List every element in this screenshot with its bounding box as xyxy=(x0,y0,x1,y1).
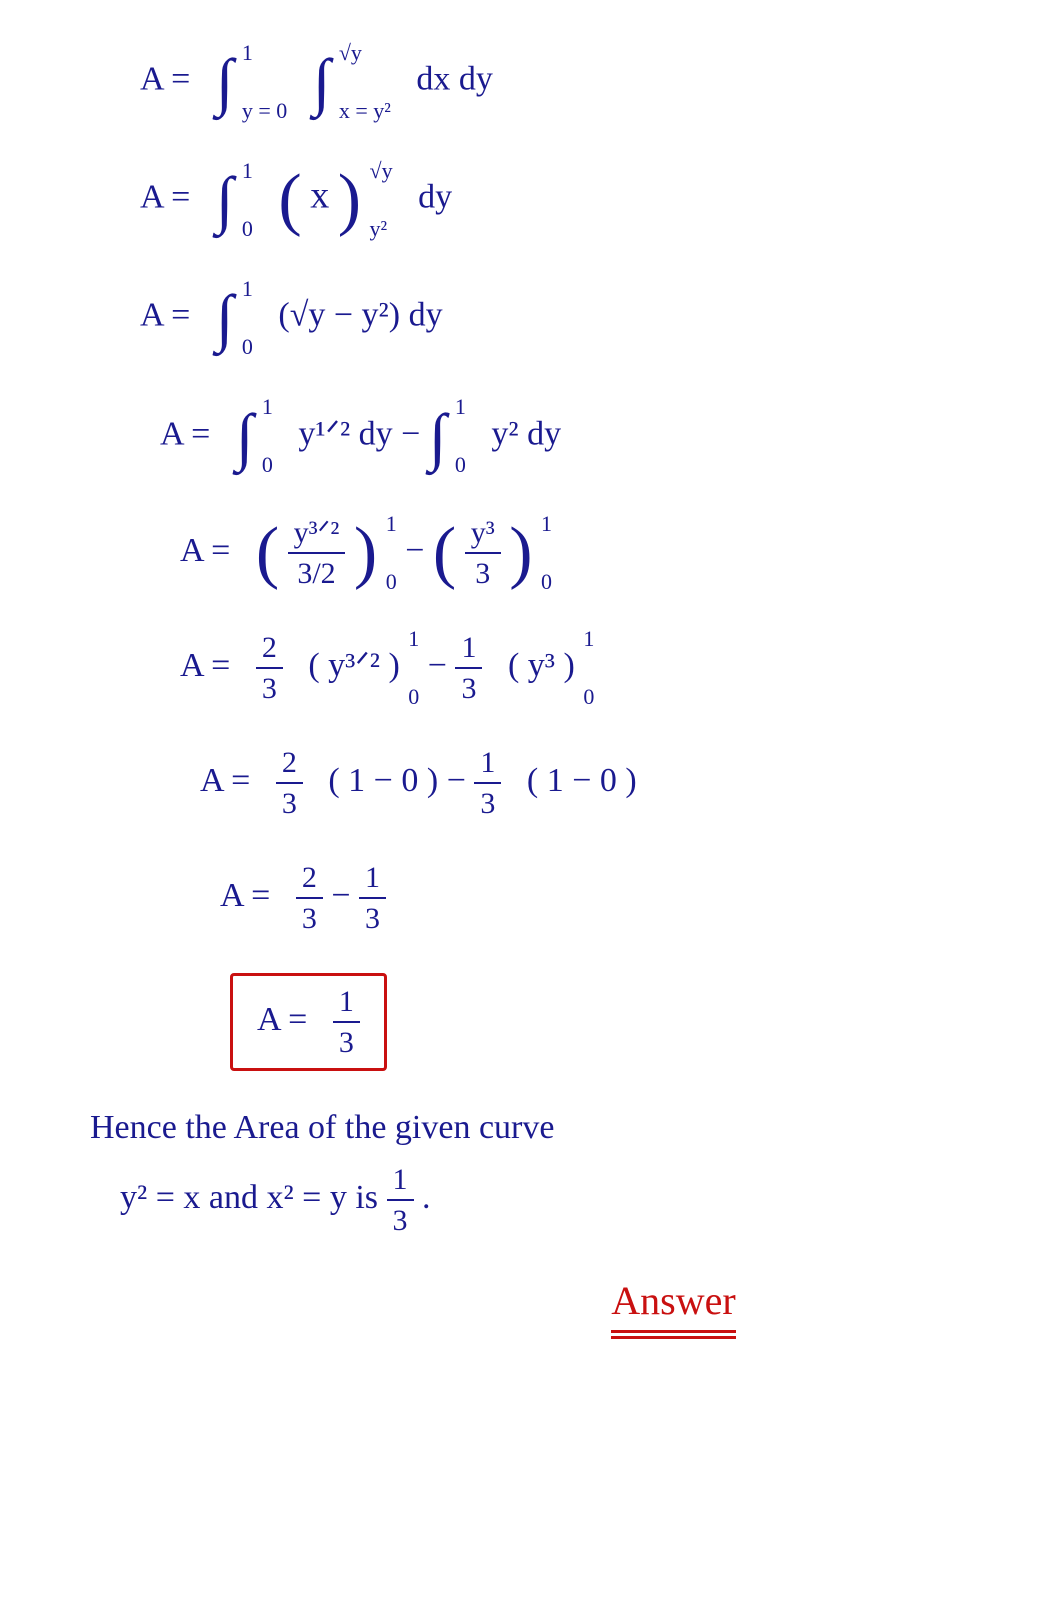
minus: − xyxy=(428,647,456,684)
derivation-line-8: A = 2 3 − 1 3 xyxy=(220,858,987,938)
right-paren: ) xyxy=(338,175,361,224)
left-paren-1: ( xyxy=(256,528,279,577)
answer-label-line: Answer xyxy=(360,1275,987,1327)
eval-1: 1 0 xyxy=(386,513,397,593)
derivation-line-3: A = ∫ 1 0 (√y − y²) dy xyxy=(140,276,987,359)
lhs: A = xyxy=(140,297,190,334)
right-paren-1: ) xyxy=(354,528,377,577)
body-a: ( y³ᐟ² ) xyxy=(308,647,399,684)
integrand-b: y² dy xyxy=(491,415,561,452)
fraction-b: 1 3 xyxy=(359,858,386,938)
lhs: A = xyxy=(140,60,190,97)
left-paren-2: ( xyxy=(433,528,456,577)
lhs: A = xyxy=(220,877,270,914)
body-a: ( 1 − 0 ) xyxy=(328,762,438,799)
lhs: A = xyxy=(257,1001,307,1038)
derivation-line-2: A = ∫ 1 0 ( x ) √y y² dy xyxy=(140,158,987,241)
eval-a: 1 0 xyxy=(408,628,419,708)
derivation-line-9: A = 1 3 xyxy=(230,973,987,1071)
body-b: ( y³ ) xyxy=(508,647,575,684)
derivation-line-7: A = 2 3 ( 1 − 0 ) − 1 3 ( 1 − 0 ) xyxy=(200,743,987,823)
conclusion-text-1: Hence the Area of the given curve xyxy=(90,1109,554,1146)
integral-sign: ∫ xyxy=(216,276,234,359)
lhs: A = xyxy=(180,647,230,684)
lhs: A = xyxy=(140,179,190,216)
integral-limits: 1 0 xyxy=(242,160,253,240)
integral-sign-a: ∫ xyxy=(236,395,254,478)
answer-label: Answer xyxy=(611,1275,735,1327)
eval-2: 1 0 xyxy=(541,513,552,593)
minus: − xyxy=(447,762,475,799)
fraction-b: 1 3 xyxy=(474,743,501,823)
lhs: A = xyxy=(160,415,210,452)
derivation-line-4: A = ∫ 1 0 y¹ᐟ² dy − ∫ 1 0 y² dy xyxy=(160,395,987,478)
conclusion-fraction: 1 3 xyxy=(387,1160,414,1240)
derivation-line-5: A = ( y³ᐟ² 3/2 ) 1 0 − ( y³ 3 ) 1 0 xyxy=(180,513,987,593)
integrand-a: y¹ᐟ² dy xyxy=(298,415,392,452)
conclusion-period: . xyxy=(422,1179,431,1216)
conclusion-text-2a: y² = x and x² = y is xyxy=(120,1179,387,1216)
integral-sign: ∫ xyxy=(216,158,234,241)
integrand: dx dy xyxy=(416,60,493,97)
integral-sign-1: ∫ xyxy=(216,40,234,123)
integral-1-limits: 1 y = 0 xyxy=(242,42,287,122)
variable: x xyxy=(310,175,329,217)
integral-2-limits: √y x = y² xyxy=(339,42,391,122)
dy: dy xyxy=(418,179,452,216)
integral-sign-2: ∫ xyxy=(313,40,331,123)
conclusion-line-1: Hence the Area of the given curve xyxy=(90,1106,987,1150)
answer-fraction: 1 3 xyxy=(333,982,360,1062)
fraction-a: 2 3 xyxy=(296,858,323,938)
integral-sign-b: ∫ xyxy=(429,395,447,478)
left-paren: ( xyxy=(278,175,301,224)
derivation-line-6: A = 2 3 ( y³ᐟ² ) 1 0 − 1 3 ( y³ ) 1 0 xyxy=(180,628,987,708)
fraction-a: 2 3 xyxy=(276,743,303,823)
integral-b-limits: 1 0 xyxy=(455,396,466,476)
eval-b: 1 0 xyxy=(583,628,594,708)
minus: − xyxy=(331,877,359,914)
lhs: A = xyxy=(180,532,230,569)
body-b: ( 1 − 0 ) xyxy=(527,762,637,799)
eval-limits: √y y² xyxy=(370,160,393,240)
minus: − xyxy=(405,532,433,569)
derivation-line-1: A = ∫ 1 y = 0 ∫ √y x = y² dx dy xyxy=(140,40,987,123)
fraction-b: 1 3 xyxy=(455,628,482,708)
minus: − xyxy=(401,415,429,452)
lhs: A = xyxy=(200,762,250,799)
right-paren-2: ) xyxy=(509,528,532,577)
integral-a-limits: 1 0 xyxy=(262,396,273,476)
answer-box: A = 1 3 xyxy=(230,973,387,1071)
fraction-1: y³ᐟ² 3/2 xyxy=(288,513,346,593)
integral-limits: 1 0 xyxy=(242,278,253,358)
integrand: (√y − y²) dy xyxy=(278,297,442,334)
conclusion-line-2: y² = x and x² = y is 1 3 . xyxy=(120,1160,987,1240)
fraction-2: y³ 3 xyxy=(465,513,501,593)
fraction-a: 2 3 xyxy=(256,628,283,708)
